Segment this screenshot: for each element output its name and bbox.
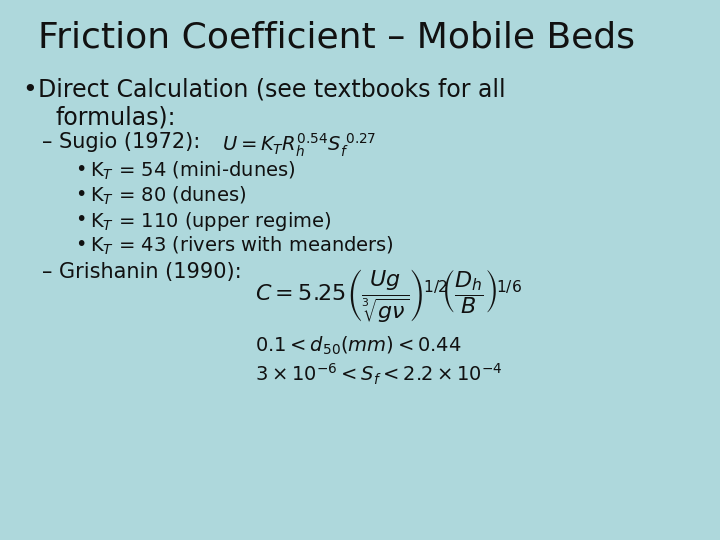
Text: K$_T$ = 80 (dunes): K$_T$ = 80 (dunes) <box>90 185 246 207</box>
Text: Friction Coefficient – Mobile Beds: Friction Coefficient – Mobile Beds <box>38 20 635 54</box>
Text: $C = 5.25\left(\dfrac{Ug}{\sqrt[3]{g\nu}}\right)^{\!1/2}\!\!\left(\dfrac{D_h}{B}: $C = 5.25\left(\dfrac{Ug}{\sqrt[3]{g\nu}… <box>255 268 522 325</box>
Text: – Grishanin (1990):: – Grishanin (1990): <box>42 262 242 282</box>
Text: $U = K_T R_h^{0.54} S_f^{\ 0.27}$: $U = K_T R_h^{0.54} S_f^{\ 0.27}$ <box>222 132 377 159</box>
Text: •: • <box>75 235 86 254</box>
Text: – Sugio (1972):: – Sugio (1972): <box>42 132 200 152</box>
Text: Direct Calculation (see textbooks for all: Direct Calculation (see textbooks for al… <box>38 78 505 102</box>
Text: •: • <box>75 185 86 204</box>
Text: •: • <box>22 78 37 102</box>
Text: $0.1 < d_{50}(mm) < 0.44$: $0.1 < d_{50}(mm) < 0.44$ <box>255 335 462 357</box>
Text: $3\times10^{-6} < S_f < 2.2\times10^{-4}$: $3\times10^{-6} < S_f < 2.2\times10^{-4}… <box>255 362 503 387</box>
Text: K$_T$ = 43 (rivers with meanders): K$_T$ = 43 (rivers with meanders) <box>90 235 394 257</box>
Text: •: • <box>75 210 86 229</box>
Text: formulas):: formulas): <box>55 105 176 129</box>
Text: •: • <box>75 160 86 179</box>
Text: K$_T$ = 54 (mini-dunes): K$_T$ = 54 (mini-dunes) <box>90 160 296 183</box>
Text: K$_T$ = 110 (upper regime): K$_T$ = 110 (upper regime) <box>90 210 332 233</box>
